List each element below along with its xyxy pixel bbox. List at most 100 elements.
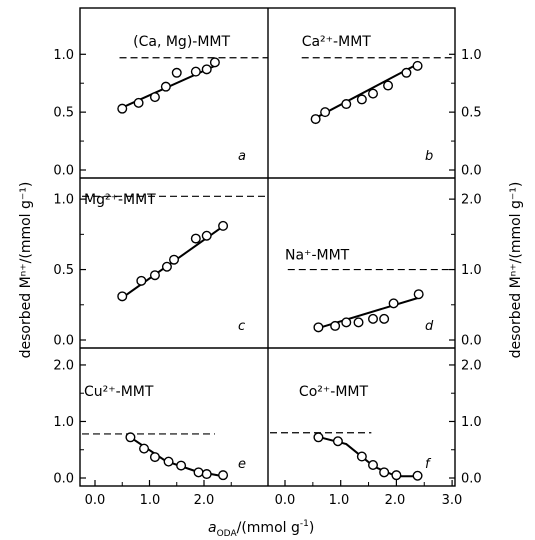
data-point (149, 452, 160, 463)
x-tick-label: 3.0 (442, 493, 463, 508)
data-point (412, 60, 423, 71)
x-axis-label-sub: ODA (217, 529, 238, 539)
panel-a: 0.0 0.5 1.0 (Ca, Mg)-MMT a (53, 34, 268, 179)
data-point (313, 322, 324, 333)
data-point (133, 97, 144, 108)
data-point (356, 94, 367, 105)
panel-f: 0.0 1.0 2.0 Co²⁺-MMT f (270, 358, 482, 487)
data-point (163, 456, 174, 467)
data-point (379, 467, 390, 478)
x-tick-label: 0.0 (275, 493, 296, 508)
data-point (379, 313, 390, 324)
panel-letter: b (425, 149, 433, 164)
x-axis-label-main: a (208, 520, 217, 536)
data-point (209, 57, 220, 68)
panel-letter: a (238, 149, 246, 164)
data-point (330, 320, 341, 331)
data-point (391, 470, 402, 481)
y-axis-label-right: desorbed Mⁿ⁺/(mmol g⁻¹) (508, 182, 524, 359)
data-point (383, 80, 394, 91)
y-tick-label: 1.0 (461, 48, 482, 63)
data-point (313, 432, 324, 443)
data-point (169, 254, 180, 265)
data-point (388, 298, 399, 309)
x-axis-label: aODA/(mmol g-1) (208, 519, 314, 539)
panel-title: Cu²⁺-MMT (84, 384, 154, 400)
data-point (412, 470, 423, 481)
data-point (160, 81, 171, 92)
data-point (171, 67, 182, 78)
data-point (320, 107, 331, 118)
y-tick-label: 0.5 (53, 106, 74, 121)
y-tick-label: 0.0 (461, 334, 482, 349)
x-axis-label-sup: -1 (300, 519, 309, 529)
data-point (356, 451, 367, 462)
data-point (161, 261, 172, 272)
y-tick-label: 1.0 (53, 193, 74, 208)
data-point (341, 99, 352, 110)
panel-letter: e (238, 457, 246, 472)
panel-letter: c (238, 319, 245, 334)
data-point (139, 443, 150, 454)
panel-title: Co²⁺-MMT (299, 384, 369, 400)
data-point (136, 275, 147, 286)
panel-b: 0.0 0.5 1.0 Ca²⁺-MMT b (301, 34, 482, 179)
data-point (176, 460, 187, 471)
panel-letter: d (425, 319, 434, 334)
data-point (117, 291, 128, 302)
data-point (125, 432, 136, 443)
y-tick-label: 1.0 (53, 415, 74, 430)
data-point (353, 317, 364, 328)
y-tick-label: 0.0 (53, 472, 74, 487)
x-tick-label: 1.0 (140, 493, 161, 508)
panel-d: 0.0 1.0 2.0 Na⁺-MMT d (285, 193, 482, 349)
data-point (413, 289, 424, 300)
panel-title: Na⁺-MMT (285, 248, 350, 264)
data-point (201, 230, 212, 241)
y-tick-label: 0.0 (53, 164, 74, 179)
x-tick-label: 2.0 (194, 493, 215, 508)
data-point (341, 317, 352, 328)
y-tick-label: 0.5 (53, 263, 74, 278)
data-point (149, 92, 160, 103)
y-tick-label: 0.0 (461, 472, 482, 487)
data-point (332, 436, 343, 447)
panel-c: 0.0 0.5 1.0 Mg²⁺-MMT c (53, 192, 268, 349)
y-tick-label: 2.0 (53, 358, 74, 373)
y-axis-label-left: desorbed Mⁿ⁺/(mmol g⁻¹) (18, 182, 34, 359)
data-point (368, 88, 379, 99)
y-tick-label: 2.0 (461, 358, 482, 373)
x-tick-label: 0.0 (85, 493, 106, 508)
y-tick-label: 0.0 (461, 164, 482, 179)
panel-letter: f (425, 457, 432, 472)
data-point (117, 103, 128, 114)
data-point (190, 233, 201, 244)
x-tick-label: 1.0 (329, 493, 350, 508)
panel-title: Mg²⁺-MMT (84, 192, 156, 208)
data-point (368, 460, 379, 471)
data-point (310, 114, 321, 125)
data-point (201, 469, 212, 480)
data-point (190, 66, 201, 77)
data-point (368, 313, 379, 324)
y-tick-label: 1.0 (461, 263, 482, 278)
y-tick-label: 1.0 (461, 415, 482, 430)
data-point (401, 67, 412, 78)
fit-line (315, 435, 419, 478)
data-point (193, 467, 204, 478)
data-point (149, 270, 160, 281)
x-tick-label: 2.0 (385, 493, 406, 508)
panel-e: 0.0 1.0 2.0 Cu²⁺-MMT e (53, 358, 246, 486)
y-tick-label: 1.0 (53, 48, 74, 63)
data-point (201, 64, 212, 75)
x-axis-label-close: ) (309, 520, 314, 536)
panel-title: (Ca, Mg)-MMT (133, 34, 230, 50)
panel-title: Ca²⁺-MMT (302, 34, 372, 50)
y-tick-label: 0.5 (461, 106, 482, 121)
data-point (218, 220, 229, 231)
data-point (218, 470, 229, 481)
x-axis-label-unit: /(mmol g (237, 520, 300, 536)
y-tick-label: 0.0 (53, 334, 74, 349)
y-tick-label: 2.0 (461, 193, 482, 208)
